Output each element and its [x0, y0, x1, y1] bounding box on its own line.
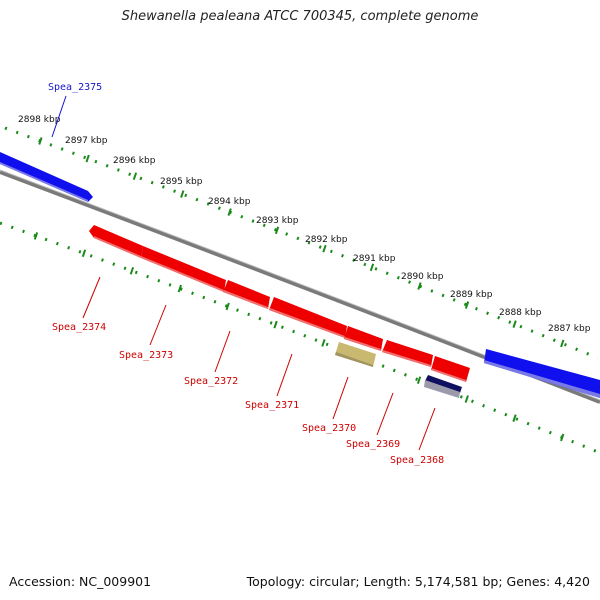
gene-spea-2369[interactable] [382, 340, 433, 367]
major-tick [512, 320, 517, 328]
major-tick [464, 395, 469, 403]
ruler-label: 2890 kbp [401, 272, 444, 282]
gene-label-spea-2374[interactable]: Spea_2374 [52, 322, 106, 333]
label-leader [214, 330, 231, 373]
ruler-label: 2889 kbp [450, 290, 493, 300]
gene-forward-right[interactable] [484, 349, 600, 398]
gene-label-spea-2371[interactable]: Spea_2371 [245, 400, 299, 411]
gene-spea-2373[interactable] [141, 246, 226, 292]
major-tick [33, 232, 39, 240]
major-tick [273, 320, 278, 329]
ruler-label: 2892 kbp [305, 235, 348, 245]
label-leader [376, 392, 394, 436]
major-tick [464, 301, 470, 309]
major-tick [38, 137, 43, 145]
ruler-label: 2895 kbp [160, 177, 203, 187]
major-tick [177, 284, 182, 293]
gene-spea-2368[interactable] [431, 356, 470, 382]
ruler-label: 2897 kbp [65, 136, 108, 146]
ruler-label: 2898 kbp [18, 115, 61, 125]
major-tick [369, 263, 375, 272]
major-tick [227, 208, 232, 216]
gene-label-spea-2369[interactable]: Spea_2369 [346, 439, 400, 450]
major-tick [416, 376, 422, 384]
accession-text: Accession: NC_009901 [9, 574, 152, 589]
ruler-label: 2891 kbp [353, 254, 396, 264]
ruler-label: 2887 kbp [548, 324, 591, 334]
major-tick [512, 414, 517, 422]
gene-label-spea-2375[interactable]: Spea_2375 [48, 82, 102, 93]
ruler-label: 2888 kbp [499, 308, 542, 318]
gene-spea-2375[interactable] [0, 152, 93, 202]
major-tick [85, 154, 90, 163]
label-leader [418, 407, 436, 451]
genome-summary-text: Topology: circular; Length: 5,174,581 bp… [246, 574, 590, 589]
major-tick [417, 282, 422, 290]
ruler-label: 2894 kbp [208, 197, 251, 207]
gene-spea-2374[interactable] [89, 225, 143, 258]
gene-label-spea-2370[interactable]: Spea_2370 [302, 423, 356, 434]
gene-other[interactable] [424, 375, 462, 398]
major-tick [274, 226, 280, 235]
major-tick [560, 433, 565, 442]
major-tick [132, 172, 138, 181]
label-leader [82, 276, 101, 319]
major-tick [129, 266, 135, 275]
gene-rna[interactable] [335, 342, 376, 367]
ruler-label: 2896 kbp [113, 156, 156, 166]
gene-label-spea-2372[interactable]: Spea_2372 [184, 376, 238, 387]
major-tick [180, 190, 185, 198]
label-leader [51, 95, 67, 138]
gene-spea-2370-block[interactable] [344, 326, 383, 351]
lower-tick-ruler [0, 221, 599, 454]
major-tick [560, 339, 565, 348]
gene-spea-2372[interactable] [223, 280, 270, 309]
gene-label-spea-2368[interactable]: Spea_2368 [390, 455, 444, 466]
label-leader [149, 304, 167, 346]
ruler-label: 2893 kbp [256, 216, 299, 226]
major-tick [322, 244, 327, 253]
gene-label-spea-2373[interactable]: Spea_2373 [119, 350, 173, 361]
major-tick [81, 249, 87, 258]
major-tick [321, 339, 326, 347]
label-leader [332, 376, 349, 420]
gene-spea-2371[interactable] [269, 297, 347, 338]
label-leader [276, 353, 293, 397]
major-tick [225, 302, 230, 311]
map-title: Shewanella pealeana ATCC 700345, complet… [121, 9, 479, 24]
